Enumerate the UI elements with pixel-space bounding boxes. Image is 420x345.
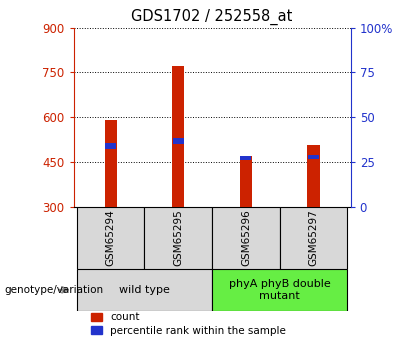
- Bar: [240, 156, 252, 160]
- Bar: [308, 155, 319, 159]
- Bar: [173, 138, 184, 144]
- Bar: [77, 269, 212, 310]
- Bar: [240, 156, 252, 207]
- Bar: [77, 207, 144, 269]
- Bar: [105, 120, 117, 207]
- Text: GSM65296: GSM65296: [241, 210, 251, 266]
- Title: GDS1702 / 252558_at: GDS1702 / 252558_at: [131, 9, 293, 25]
- Bar: [307, 145, 320, 207]
- Text: GSM65294: GSM65294: [106, 210, 116, 266]
- Legend: count, percentile rank within the sample: count, percentile rank within the sample: [87, 308, 290, 340]
- Text: wild type: wild type: [119, 285, 170, 295]
- Bar: [144, 207, 212, 269]
- Bar: [172, 67, 184, 207]
- Text: genotype/variation: genotype/variation: [4, 285, 103, 295]
- Bar: [280, 207, 347, 269]
- Bar: [212, 269, 347, 310]
- Text: GSM65295: GSM65295: [173, 210, 183, 266]
- Bar: [105, 143, 116, 149]
- Text: GSM65297: GSM65297: [309, 210, 318, 266]
- Text: phyA phyB double
mutant: phyA phyB double mutant: [229, 279, 331, 300]
- Bar: [212, 207, 280, 269]
